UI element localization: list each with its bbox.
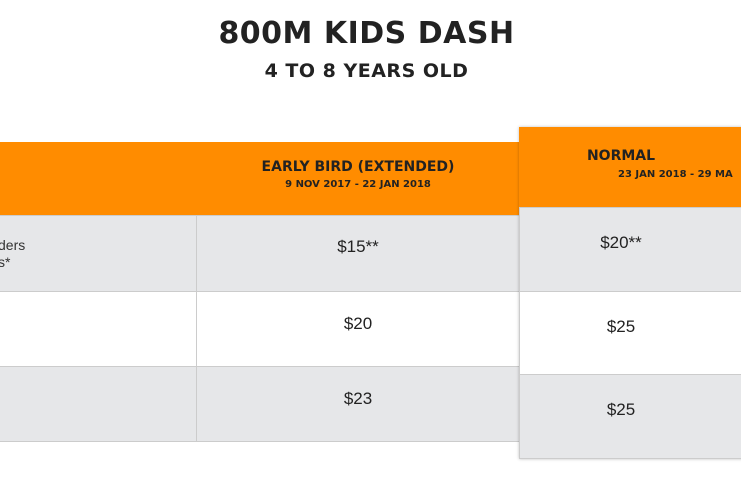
normal-price-column: NORMAL 23 JAN 2018 - 29 MA $20** $25 $25: [519, 127, 741, 459]
row-2-normal-cell: $25: [519, 291, 741, 375]
row-3-normal-cell: $25: [519, 374, 741, 459]
header-early-bird-label: EARLY BIRD (EXTENDED): [261, 159, 455, 175]
row-1-category-line-1: ders: [0, 237, 26, 253]
row-3-normal-price: $25: [606, 400, 636, 419]
row-1-normal-cell: $20**: [519, 207, 741, 292]
row-2-normal-price: $25: [606, 317, 636, 336]
header-normal-dates: 23 JAN 2018 - 29 MA: [618, 169, 733, 180]
row-1-category-line-2: s*: [0, 254, 11, 270]
row-1-early-bird-cell: $15**: [196, 215, 520, 292]
page-subtitle: 4 TO 8 YEARS OLD: [264, 60, 469, 82]
row-2-category-cell: [0, 291, 197, 367]
header-early-bird-dates: 9 NOV 2017 - 22 JAN 2018: [285, 179, 431, 190]
header-normal: NORMAL 23 JAN 2018 - 29 MA: [519, 127, 741, 207]
header-early-bird: EARLY BIRD (EXTENDED) 9 NOV 2017 - 22 JA…: [196, 142, 520, 215]
header-normal-label: NORMAL: [586, 148, 656, 164]
row-2-early-bird-price: $20: [343, 314, 373, 333]
row-3-early-bird-price: $23: [343, 389, 373, 408]
row-1-category-cell: ders s*: [0, 215, 197, 292]
page-title: 800M KIDS DASH: [218, 16, 515, 51]
row-2-early-bird-cell: $20: [196, 291, 520, 367]
row-3-category-cell: [0, 366, 197, 442]
row-3-early-bird-cell: $23: [196, 366, 520, 442]
row-1-normal-price: $20**: [600, 233, 642, 252]
header-category: [0, 142, 196, 215]
row-1-early-bird-price: $15**: [337, 237, 379, 256]
